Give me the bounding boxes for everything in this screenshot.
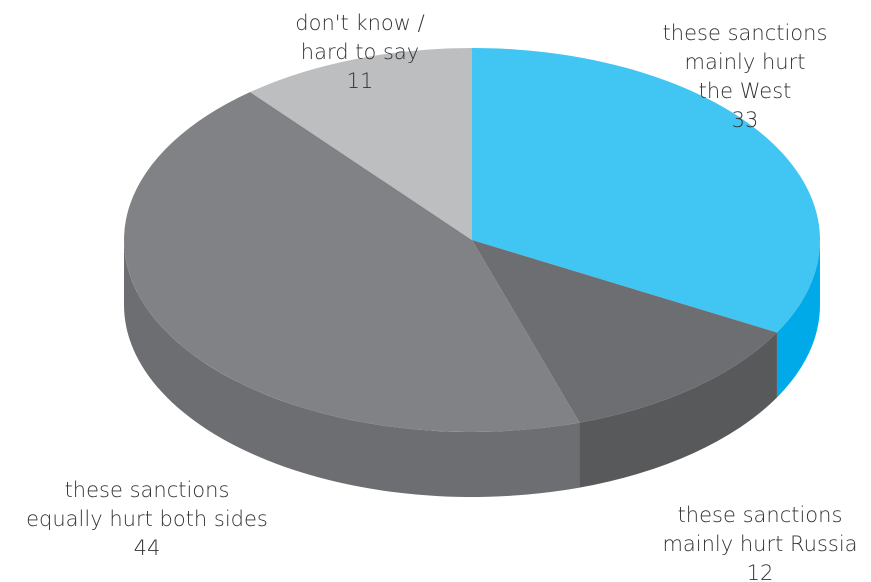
slice-label-line: these sanctions (65, 478, 230, 502)
pie-slice-side-1 (579, 332, 777, 488)
slice-label-line: hard to say (301, 40, 419, 64)
pie-slice-3 (250, 48, 472, 240)
pie-slice-0 (472, 48, 820, 333)
pie-slice-1 (472, 240, 777, 423)
slice-label-line: mainly hurt (685, 50, 806, 74)
pie-sides (124, 240, 820, 497)
slice-label-line: mainly hurt Russia (662, 532, 857, 556)
pie-slice-side-0 (776, 240, 820, 398)
pie-slice-side-2 (124, 240, 580, 497)
slice-label-2: these sanctions equally hurt both sides 44 (26, 478, 268, 560)
slice-value-3: 11 (347, 69, 374, 93)
slice-label-line: equally hurt both sides (26, 507, 268, 531)
slice-label-0: these sanctions mainly hurt the West 33 (663, 21, 828, 132)
slice-value-1: 12 (747, 561, 774, 582)
slice-label-line: these sanctions (678, 503, 843, 527)
slice-label-line: these sanctions (663, 21, 828, 45)
slice-value-0: 33 (732, 108, 759, 132)
slice-value-2: 44 (134, 536, 161, 560)
slice-label-line: the West (699, 79, 792, 103)
slice-label-line: don't know / (295, 11, 424, 35)
pie-labels: these sanctions mainly hurt the West 33thes… (26, 11, 857, 582)
slice-label-3: don't know / hard to say 11 (295, 11, 424, 93)
pie-slices (124, 48, 820, 432)
pie-slice-2 (124, 92, 580, 432)
slice-label-1: these sanctions mainly hurt Russia 12 (662, 503, 857, 582)
